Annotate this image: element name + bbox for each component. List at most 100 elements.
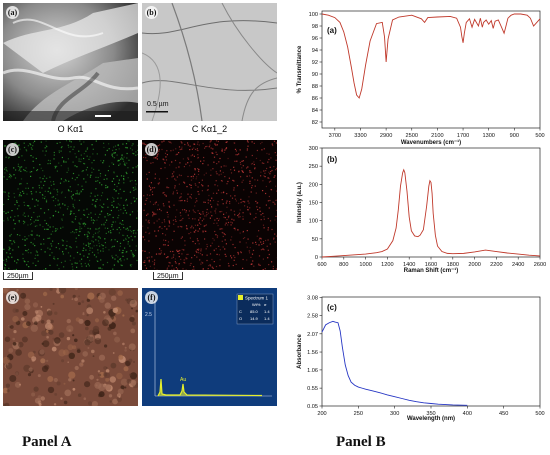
ftir-xaxis-title: Wavenumbers (cm⁻¹) bbox=[401, 139, 461, 146]
edx-row-o-element: O bbox=[239, 316, 242, 321]
layered-image: (e) bbox=[3, 288, 138, 406]
edx-row-c-wt: 85.0 bbox=[250, 309, 259, 314]
raman-xtick-label: 1200 bbox=[381, 262, 393, 268]
ftir-xtick-label: 900 bbox=[510, 133, 519, 139]
ftir-series-line bbox=[321, 13, 541, 99]
edx-peak-label: Au bbox=[180, 377, 186, 383]
raman-ytick-label: 50 bbox=[312, 237, 318, 243]
raman-xtick-label: 2600 bbox=[534, 262, 546, 268]
tem-scale-label: 0.5 µm bbox=[147, 101, 169, 108]
uvvis-xtick-label: 500 bbox=[535, 411, 544, 417]
ftir-chart: 3700 3300 2900 2500 2100 1700 1300 900 500 82 84 86… bbox=[297, 10, 545, 146]
uvvis-xtick-label: 450 bbox=[499, 411, 508, 417]
map-c-title: C Kα1_2 bbox=[191, 124, 228, 134]
uvvis-ytick-label: 2.07 bbox=[307, 332, 318, 338]
edx-map-oxygen: (c) bbox=[3, 140, 138, 270]
ftir-ytick-label: 94 bbox=[312, 48, 318, 54]
ftir-xtick-label: 3300 bbox=[354, 133, 366, 139]
edx-legend-title: Spectrum 1 bbox=[245, 296, 269, 301]
ftir-ytick-label: 86 bbox=[312, 96, 318, 102]
edx-legend-header-sigma: σ bbox=[264, 302, 267, 307]
raman-xtick-label: 1000 bbox=[359, 262, 371, 268]
ftir-xtick-label: 2100 bbox=[431, 133, 443, 139]
uvvis-ytick-label: 0.05 bbox=[307, 404, 318, 410]
edx-row-c-sigma: 1.4 bbox=[264, 309, 270, 314]
map-o-title: O Kα1 bbox=[57, 124, 84, 134]
uvvis-xtick-label: 200 bbox=[317, 411, 326, 417]
raman-yaxis-title: Intensity (a.u.) bbox=[297, 182, 303, 223]
raman-series-line bbox=[321, 168, 541, 258]
tem-image-b: (b) 0.5 µm bbox=[142, 3, 277, 121]
raman-xtick-label: 1400 bbox=[403, 262, 415, 268]
raman-xtick-label: 2400 bbox=[512, 262, 524, 268]
ftir-ytick-label: 92 bbox=[312, 60, 318, 66]
sem-a-tag: (a) bbox=[6, 6, 19, 19]
uvvis-ytick-label: 1.06 bbox=[307, 368, 318, 374]
uvvis-ytick-label: 1.56 bbox=[307, 350, 318, 356]
tem-b-picture bbox=[142, 3, 277, 121]
raman-xaxis-title: Raman Shift (cm⁻¹) bbox=[404, 267, 459, 274]
raman-ytick-label: 200 bbox=[309, 182, 318, 188]
map-c-tag: (d) bbox=[145, 143, 158, 156]
tem-b-tag: (b) bbox=[145, 6, 158, 19]
uvvis-xtick-label: 300 bbox=[390, 411, 399, 417]
ftir-xtick-label: 500 bbox=[535, 133, 544, 139]
map-o-tag: (c) bbox=[6, 143, 19, 156]
ftir-ytick-label: 84 bbox=[312, 108, 318, 114]
overlay-tag: (e) bbox=[6, 291, 19, 304]
raman-xtick-label: 1800 bbox=[447, 262, 459, 268]
raman-xtick-label: 2200 bbox=[490, 262, 502, 268]
raman-xtick-label: 800 bbox=[339, 262, 348, 268]
sem-image-a: (a) bbox=[3, 3, 138, 121]
uvvis-xaxis-title: Wavelength (nm) bbox=[407, 416, 455, 422]
ftir-ytick-label: 98 bbox=[312, 24, 318, 30]
raman-ytick-label: 300 bbox=[309, 146, 318, 152]
edx-ytick-label: 2.5 bbox=[145, 312, 152, 318]
raman-xtick-label: 1600 bbox=[425, 262, 437, 268]
uvvis-xtick-label: 350 bbox=[426, 411, 435, 417]
ftir-panel-tag: (a) bbox=[327, 26, 337, 35]
uvvis-ytick-label: 2.58 bbox=[307, 314, 318, 320]
raman-xtick-label: 600 bbox=[317, 262, 326, 268]
uvvis-xtick-label: 250 bbox=[354, 411, 363, 417]
ftir-yaxis-title: % Transmittance bbox=[297, 45, 303, 93]
map-o-scalebar: 250µm bbox=[3, 272, 33, 280]
ftir-ytick-label: 82 bbox=[312, 120, 318, 126]
uvvis-chart: 200 250 300 350 400 450 500 0.05 0.55 1.06 1.56 2.0… bbox=[297, 296, 545, 422]
uvvis-yaxis-title: Absorbance bbox=[297, 334, 303, 369]
edx-map-carbon: (d) bbox=[142, 140, 277, 270]
raman-xtick-label: 2000 bbox=[468, 262, 480, 268]
ftir-xtick-label: 1700 bbox=[457, 133, 469, 139]
panel-a-label: Panel A bbox=[22, 434, 72, 450]
ftir-ytick-label: 88 bbox=[312, 84, 318, 90]
edx-legend-header-wt: Wt% bbox=[252, 302, 261, 307]
panel-b-label: Panel B bbox=[336, 434, 386, 450]
uvvis-ytick-label: 0.55 bbox=[307, 386, 318, 392]
ftir-xtick-label: 3700 bbox=[329, 133, 341, 139]
ftir-ytick-label: 96 bbox=[312, 36, 318, 42]
overlay-texture bbox=[3, 288, 138, 406]
oxygen-map-dots bbox=[3, 140, 138, 270]
ftir-plot-frame bbox=[321, 10, 541, 129]
uvvis-xtick-label: 400 bbox=[463, 411, 472, 417]
uvvis-series-line bbox=[321, 320, 468, 406]
map-c-scalebar: 250µm bbox=[153, 272, 183, 280]
raman-ytick-label: 150 bbox=[309, 201, 318, 207]
ftir-xtick-label: 2500 bbox=[406, 133, 418, 139]
edx-row-o-wt: 14.9 bbox=[250, 316, 259, 321]
raman-plot-frame bbox=[321, 147, 541, 258]
raman-ytick-label: 250 bbox=[309, 164, 318, 170]
edx-spectrum: Au 2.5 Spectrum 1 Wt% σ C 85.0 1.4 O 14.… bbox=[142, 288, 277, 406]
uvvis-panel-tag: (c) bbox=[327, 303, 337, 312]
ftir-xtick-label: 1300 bbox=[482, 133, 494, 139]
edx-row-c-element: C bbox=[239, 309, 242, 314]
edx-peak-trace bbox=[157, 378, 263, 397]
ftir-ytick-label: 90 bbox=[312, 72, 318, 78]
edx-spectrum-plot: Au 2.5 Spectrum 1 Wt% σ C 85.0 1.4 O 14.… bbox=[142, 288, 277, 406]
ftir-xtick-label: 2900 bbox=[380, 133, 392, 139]
raman-ytick-label: 0 bbox=[315, 255, 318, 261]
edx-row-o-sigma: 1.4 bbox=[264, 316, 270, 321]
uvvis-plot-frame bbox=[321, 296, 541, 407]
raman-panel-tag: (b) bbox=[327, 155, 338, 164]
raman-chart: 600 800 1000 1200 1400 1600 1800 2000 2200 2400 26… bbox=[297, 146, 546, 274]
